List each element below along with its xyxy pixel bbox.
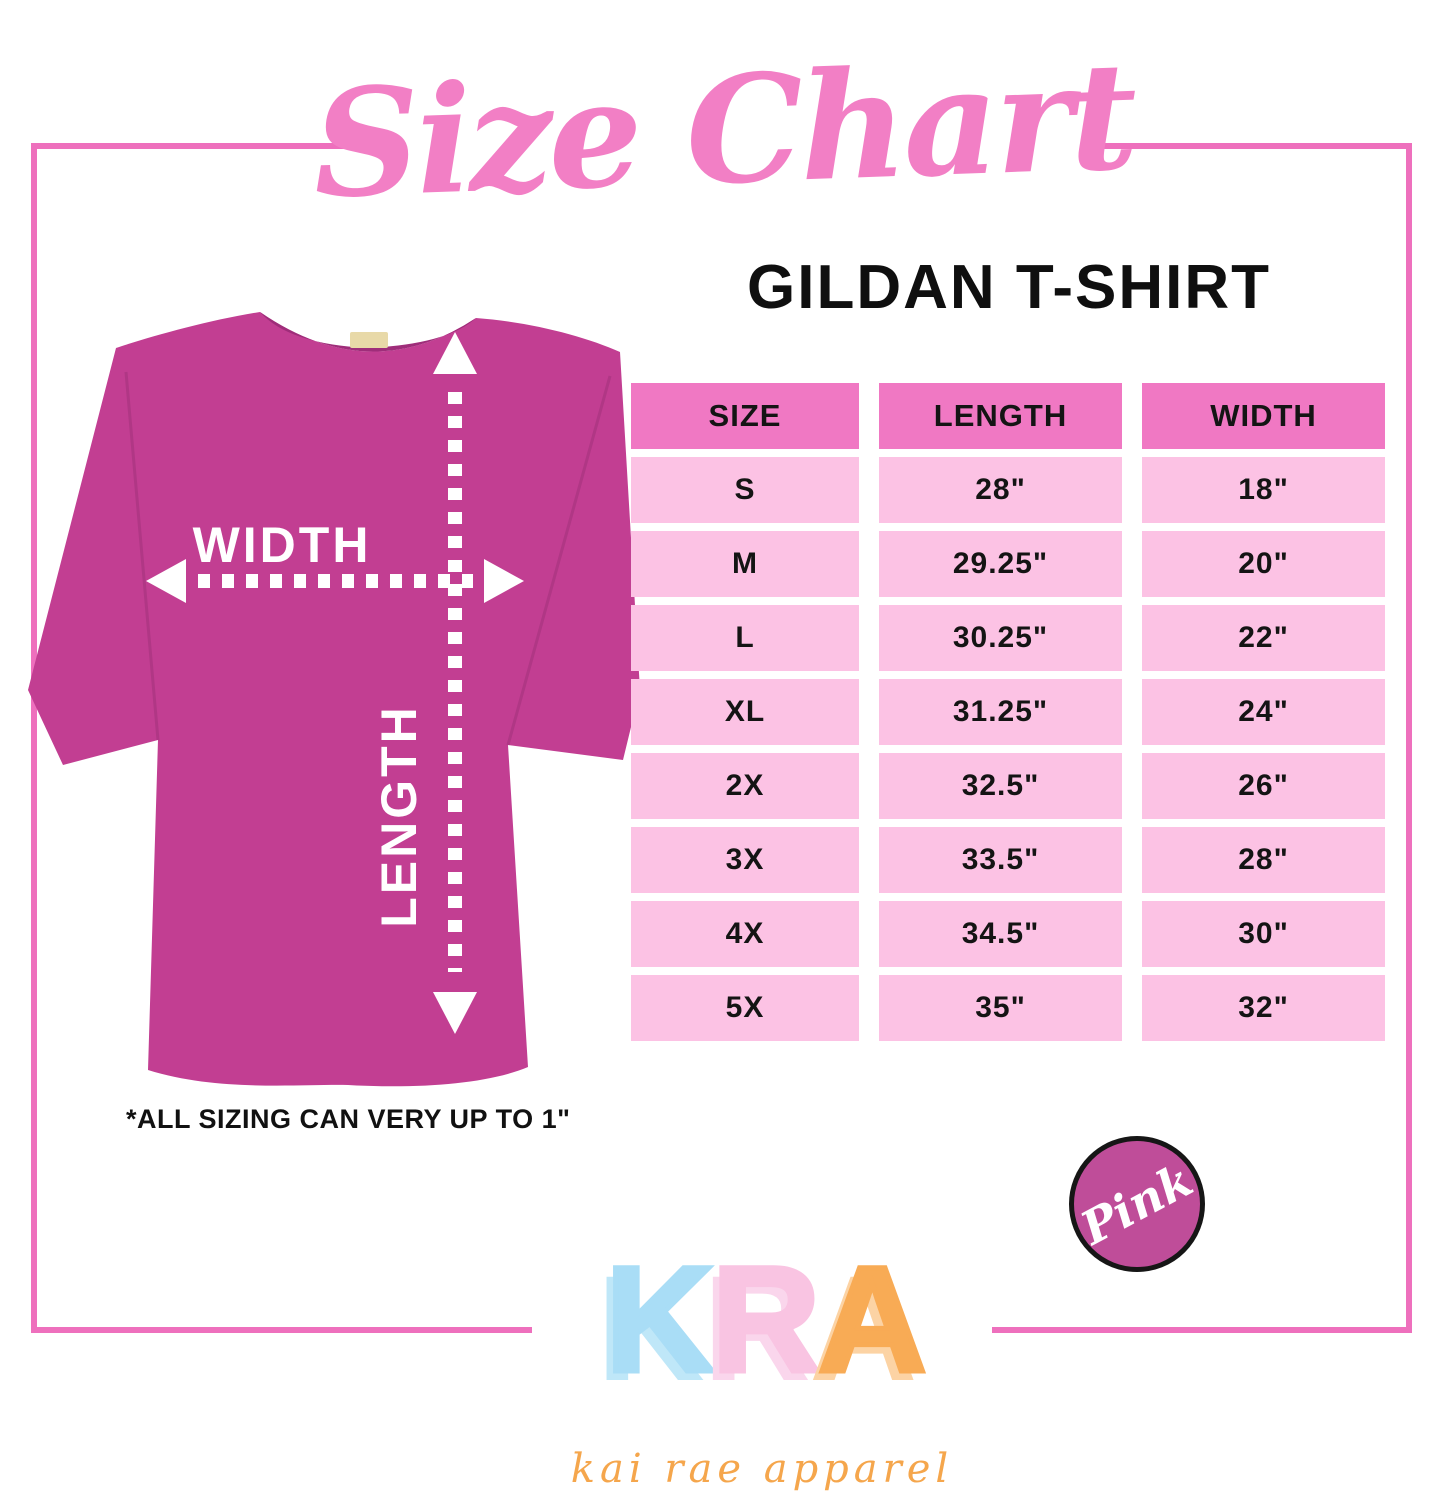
color-badge: Pink bbox=[1069, 1136, 1205, 1272]
tshirt-graphic: WIDTH LENGTH bbox=[28, 312, 640, 1087]
table-cell-width: 32" bbox=[1142, 975, 1385, 1041]
column-header-size: SIZE bbox=[631, 383, 859, 449]
length-arrow-bottom-head bbox=[433, 992, 477, 1034]
table-cell-length: 33.5" bbox=[879, 827, 1122, 893]
table-cell-width: 26" bbox=[1142, 753, 1385, 819]
table-cell-size: 5X bbox=[631, 975, 859, 1041]
table-cell-width: 28" bbox=[1142, 827, 1385, 893]
table-cell-size: 2X bbox=[631, 753, 859, 819]
tshirt-collar bbox=[260, 312, 476, 352]
brand-logo-letters: KRA bbox=[532, 1235, 992, 1442]
logo-letter-r: R bbox=[709, 1235, 822, 1403]
width-label: WIDTH bbox=[193, 517, 372, 573]
logo-letter-a: A bbox=[816, 1235, 929, 1403]
table-cell-width: 20" bbox=[1142, 531, 1385, 597]
table-cell-width: 18" bbox=[1142, 457, 1385, 523]
left-sleeve-seam bbox=[124, 371, 160, 741]
table-cell-length: 34.5" bbox=[879, 901, 1122, 967]
sizing-disclaimer: *ALL SIZING CAN VERY UP TO 1" bbox=[126, 1104, 571, 1134]
logo-letter-k: K bbox=[603, 1235, 716, 1403]
tshirt-body bbox=[28, 312, 640, 1087]
table-cell-size: L bbox=[631, 605, 859, 671]
length-label: LENGTH bbox=[371, 704, 427, 928]
title-box: Size Chart bbox=[310, 6, 1136, 254]
table-cell-length: 30.25" bbox=[879, 605, 1122, 671]
table-cell-size: 4X bbox=[631, 901, 859, 967]
width-arrow-left-head bbox=[146, 559, 186, 603]
table-cell-size: S bbox=[631, 457, 859, 523]
tshirt-diagram: WIDTH LENGTH bbox=[18, 292, 662, 1102]
table-cell-width: 24" bbox=[1142, 679, 1385, 745]
length-arrow-top-head bbox=[433, 332, 477, 374]
table-cell-size: XL bbox=[631, 679, 859, 745]
table-cell-size: 3X bbox=[631, 827, 859, 893]
column-header-length: LENGTH bbox=[879, 383, 1122, 449]
table-cell-length: 35" bbox=[879, 975, 1122, 1041]
product-heading: GILDAN T-SHIRT bbox=[747, 253, 1271, 322]
table-cell-width: 22" bbox=[1142, 605, 1385, 671]
size-table: SIZE LENGTH WIDTH S 28" 18" M 29.25" 20"… bbox=[631, 383, 1385, 1041]
table-cell-width: 30" bbox=[1142, 901, 1385, 967]
right-sleeve-seam bbox=[506, 375, 612, 746]
page-title: Size Chart bbox=[309, 28, 1137, 232]
brand-tagline: kai rae apparel bbox=[570, 1446, 954, 1492]
neck-tag bbox=[350, 332, 388, 348]
width-arrow-right-head bbox=[484, 559, 524, 603]
column-header-width: WIDTH bbox=[1142, 383, 1385, 449]
table-cell-length: 32.5" bbox=[879, 753, 1122, 819]
table-cell-length: 28" bbox=[879, 457, 1122, 523]
color-badge-label: Pink bbox=[1072, 1152, 1202, 1256]
brand-logo: KRA kai rae apparel bbox=[532, 1235, 992, 1492]
table-cell-length: 29.25" bbox=[879, 531, 1122, 597]
table-cell-length: 31.25" bbox=[879, 679, 1122, 745]
table-cell-size: M bbox=[631, 531, 859, 597]
